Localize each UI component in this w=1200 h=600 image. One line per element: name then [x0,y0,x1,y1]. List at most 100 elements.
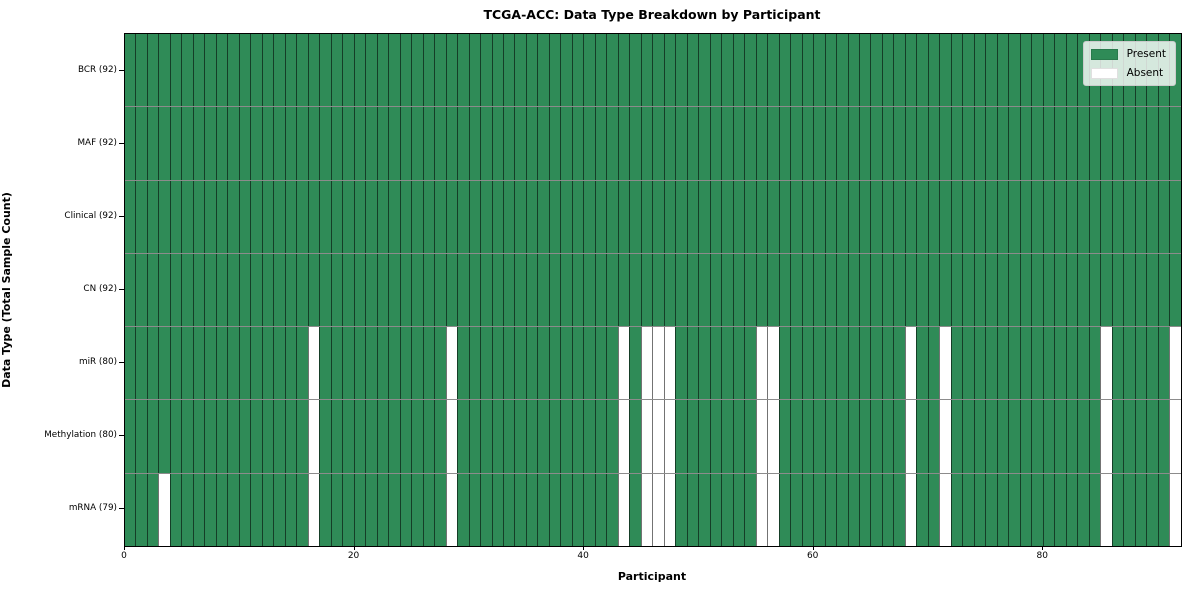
heatmap-cell-present [1054,253,1066,327]
heatmap-cell-present [640,253,653,327]
heatmap-row [125,106,1181,180]
heatmap-cell-present [560,473,572,546]
heatmap-cell-present [457,253,469,327]
heatmap-cell-present [468,34,481,107]
heatmap-cell-present [859,34,871,107]
heatmap-cell-present [1111,327,1124,400]
heatmap-cell-present [261,253,274,327]
heatmap-cell-present [916,473,928,546]
heatmap-cell-present [514,180,526,253]
heatmap-cell-present [962,473,974,546]
heatmap-cell-present [227,473,239,546]
heatmap-cell-present [1157,253,1170,327]
heatmap-cell-present [457,107,469,180]
heatmap-cell-present [548,34,561,107]
heatmap-cell-present [238,400,251,473]
heatmap-cell-present [1123,253,1135,327]
heatmap-cell-present [836,34,848,107]
heatmap-cell-present [238,327,251,400]
heatmap-cell-present [629,327,641,400]
heatmap-cell-present [985,253,997,327]
heatmap-cell-present [790,107,802,180]
heatmap-cell-present [1042,253,1055,327]
y-tick-mark [119,362,124,364]
heatmap-cell-present [904,107,917,180]
heatmap-cell-present [548,327,561,400]
heatmap-cell-present [514,400,526,473]
heatmap-cell-present [514,107,526,180]
heatmap-cell-present [181,107,193,180]
heatmap-cell-present [204,253,216,327]
heatmap-cell-present [1100,180,1112,253]
heatmap-cell-present [468,253,481,327]
y-tick-mark [119,508,124,510]
heatmap-cell-present [824,400,837,473]
heatmap-cell-present [893,107,905,180]
heatmap-cell-present [215,180,228,253]
heatmap-cell-present [859,253,871,327]
heatmap-cell-present [939,253,951,327]
heatmap-cell-present [227,180,239,253]
heatmap-cell-present [583,327,595,400]
heatmap-cell-present [744,473,756,546]
heatmap-cell-present [859,473,871,546]
heatmap-cell-present [916,34,928,107]
heatmap-cell-present [606,400,618,473]
heatmap-cell-present [273,180,285,253]
heatmap-cell-present [537,34,549,107]
heatmap-cell-present [273,327,285,400]
heatmap-cell-present [686,473,699,546]
heatmap-cell-present [365,107,377,180]
y-tick-label: Methylation (80) [44,430,117,441]
heatmap-cell-present [847,327,859,400]
heatmap-cell-present [353,327,366,400]
heatmap-cell-present [307,253,320,327]
heatmap-cell-present [583,107,595,180]
heatmap-cell-present [181,400,193,473]
heatmap-cell-present [1088,327,1101,400]
heatmap-cell-present [629,253,641,327]
heatmap-cell-present [296,34,308,107]
heatmap-cell-present [583,253,595,327]
heatmap-cell-present [1100,107,1112,180]
heatmap-cell-present [675,473,687,546]
heatmap-cell-present [1042,107,1055,180]
heatmap-cell-present [583,473,595,546]
heatmap-cell-present [411,473,423,546]
heatmap-row [125,399,1181,473]
heatmap-cell-present [594,107,607,180]
y-tick-label: CN (92) [83,284,117,294]
heatmap-cell-present [801,327,814,400]
heatmap-cell-present [1123,327,1135,400]
heatmap-cell-present [698,400,710,473]
heatmap-cell-present [1077,107,1089,180]
heatmap-cell-absent [1169,400,1181,473]
heatmap-cell-present [192,107,205,180]
heatmap-cell-present [365,180,377,253]
heatmap-cell-present [158,253,170,327]
heatmap-cell-absent [755,400,768,473]
heatmap-cell-present [870,327,882,400]
heatmap-cell-present [146,107,159,180]
heatmap-cell-present [686,400,699,473]
heatmap-cell-present [629,107,641,180]
heatmap-cell-present [330,180,343,253]
heatmap-cell-present [1111,107,1124,180]
heatmap-cell-present [962,107,974,180]
heatmap-cell-present [732,327,745,400]
heatmap-cell-present [870,107,882,180]
heatmap-cell-present [215,34,228,107]
heatmap-cell-present [996,473,1009,546]
heatmap-cell-present [571,180,584,253]
heatmap-cell-present [732,180,745,253]
heatmap-cell-present [1169,107,1181,180]
heatmap-cell-present [537,327,549,400]
legend-entry: Absent [1090,67,1166,79]
heatmap-cell-present [1111,253,1124,327]
heatmap-cell-present [606,34,618,107]
heatmap-cell-present [548,473,561,546]
heatmap-cell-present [353,400,366,473]
heatmap-cell-present [824,107,837,180]
heatmap-cell-present [1054,180,1066,253]
